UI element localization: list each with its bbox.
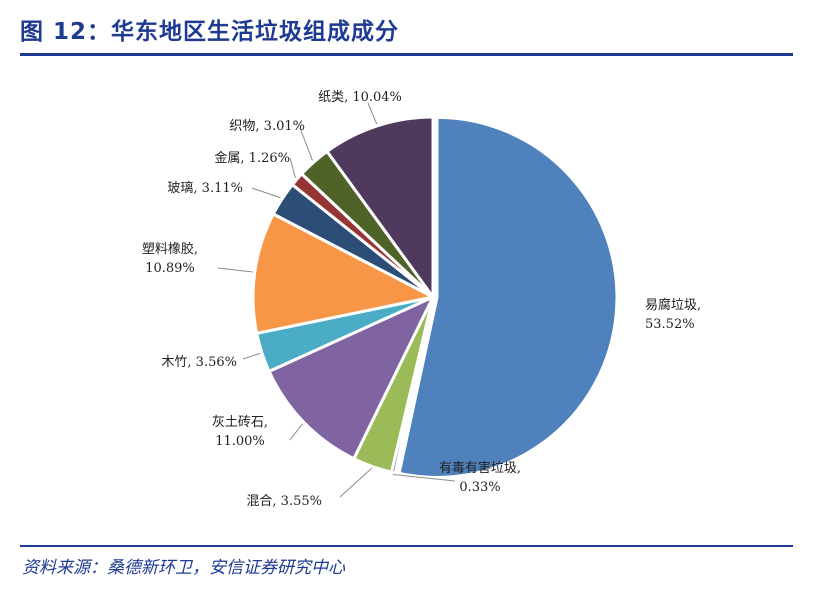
figure-title: 图 12：华东地区生活垃圾组成成分 [20, 19, 400, 45]
leader-line-2 [339, 467, 372, 498]
slice-label-3: 灰土砖石, 11.00% [212, 415, 268, 449]
leader-line-5 [217, 267, 253, 273]
slice-label-9: 纸类, 10.04% [318, 90, 402, 105]
slice-label-7: 金属, 1.26% [214, 150, 290, 166]
leader-line-6 [251, 187, 281, 199]
slice-label-2: 混合, 3.55% [246, 494, 322, 509]
figure-title-row: 图 12：华东地区生活垃圾组成成分 [20, 12, 399, 46]
slice-label-8: 织物, 3.01% [229, 119, 305, 134]
leader-line-7 [289, 157, 296, 179]
slice-label-1: 有毒有害垃圾, 0.33% [439, 460, 521, 495]
leader-line-3 [289, 423, 303, 441]
slice-label-5: 塑料橡胶, 10.89% [142, 241, 198, 276]
leader-line-1 [392, 474, 456, 482]
pie-slice-9 [324, 115, 435, 302]
leader-line-8 [299, 127, 313, 161]
source-divider [20, 545, 793, 547]
leader-line-9 [367, 102, 378, 125]
leader-line-4 [242, 352, 261, 360]
source-note: 资料来源：桑德新环卫，安信证券研究中心 [22, 558, 345, 578]
pie-slice-0 [397, 115, 619, 479]
pie-slice-3 [267, 293, 437, 461]
slice-label-4: 木竹, 3.56% [161, 355, 237, 370]
title-divider [20, 53, 793, 56]
slice-label-6: 玻璃, 3.11% [167, 181, 243, 196]
pie-slice-5 [251, 211, 438, 336]
slice-label-0: 易腐垃圾, 53.52% [645, 298, 701, 332]
pie-slices [251, 115, 619, 479]
